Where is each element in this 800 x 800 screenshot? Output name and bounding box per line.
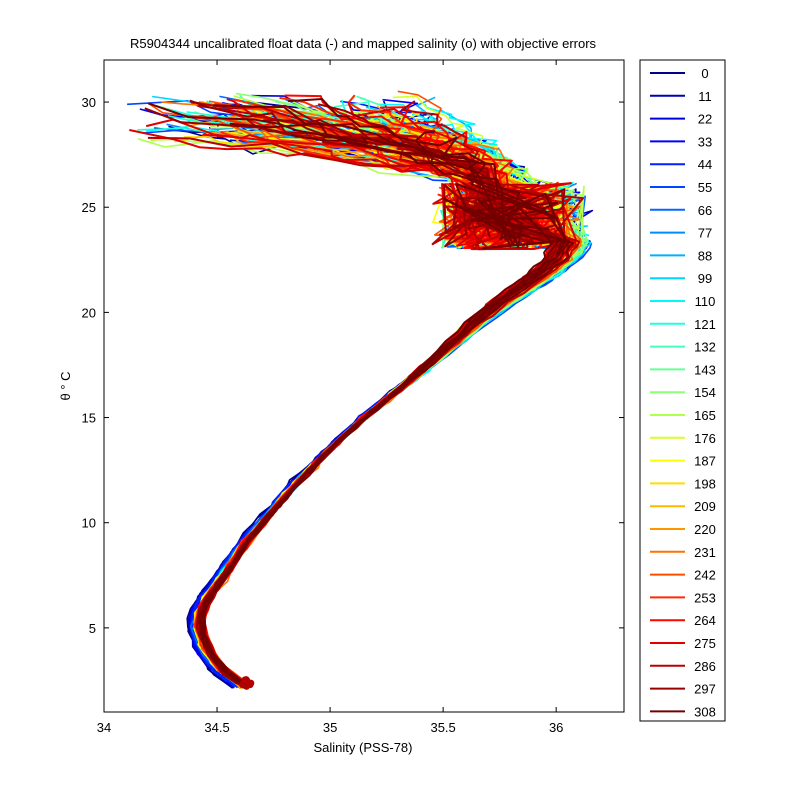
mapped-salinity-point bbox=[241, 679, 249, 687]
series-layer bbox=[127, 90, 594, 690]
y-tick-label: 30 bbox=[82, 95, 96, 110]
legend-label: 11 bbox=[698, 89, 712, 104]
x-tick-label: 35.5 bbox=[430, 720, 455, 735]
legend-label: 99 bbox=[698, 271, 712, 286]
y-tick-label: 20 bbox=[82, 305, 96, 320]
y-tick-label: 25 bbox=[82, 200, 96, 215]
legend-label: 132 bbox=[694, 340, 716, 355]
profile-line bbox=[198, 134, 567, 688]
legend-label: 44 bbox=[698, 157, 712, 172]
x-tick-label: 36 bbox=[549, 720, 563, 735]
mapped-salinity-markers bbox=[239, 676, 255, 690]
legend-label: 264 bbox=[694, 613, 716, 628]
legend-label: 154 bbox=[694, 385, 716, 400]
legend-label: 286 bbox=[694, 659, 716, 674]
y-axis-label: θ ° C bbox=[58, 371, 73, 400]
legend-label: 0 bbox=[701, 66, 708, 81]
legend-label: 187 bbox=[694, 454, 716, 469]
legend-label: 165 bbox=[694, 408, 716, 423]
x-axis: 34 34.5 35 35.5 36 bbox=[97, 60, 563, 735]
x-tick-label: 35 bbox=[323, 720, 337, 735]
chart-title: R5904344 uncalibrated float data (-) and… bbox=[130, 36, 597, 51]
legend-label: 308 bbox=[694, 704, 716, 719]
profile-line bbox=[147, 102, 575, 687]
legend: 0 11 22 33 44 55 66 77 88 99 110 121 132 143 154 165 176… bbox=[639, 59, 726, 722]
legend-label: 66 bbox=[698, 203, 712, 218]
legend-label: 22 bbox=[698, 112, 712, 127]
y-tick-label: 5 bbox=[89, 621, 96, 636]
legend-label: 33 bbox=[698, 134, 712, 149]
legend-label: 209 bbox=[694, 499, 716, 514]
legend-box bbox=[639, 59, 726, 722]
legend-label: 242 bbox=[694, 568, 716, 583]
legend-label: 275 bbox=[694, 636, 716, 651]
legend-label: 121 bbox=[694, 317, 716, 332]
legend-label: 198 bbox=[694, 476, 716, 491]
x-axis-label: Salinity (PSS-78) bbox=[314, 740, 413, 755]
legend-label: 77 bbox=[698, 226, 712, 241]
legend-label: 220 bbox=[694, 522, 716, 537]
legend-label: 110 bbox=[695, 294, 716, 309]
legend-label: 55 bbox=[698, 180, 712, 195]
legend-label: 253 bbox=[694, 590, 716, 605]
legend-label: 88 bbox=[698, 248, 712, 263]
legend-label: 297 bbox=[694, 682, 716, 697]
y-tick-label: 15 bbox=[82, 411, 96, 426]
legend-label: 176 bbox=[694, 431, 716, 446]
y-axis: 5 10 15 20 25 30 bbox=[82, 95, 624, 636]
x-tick-label: 34.5 bbox=[204, 720, 229, 735]
legend-label: 231 bbox=[694, 545, 716, 560]
legend-label: 143 bbox=[694, 362, 716, 377]
x-tick-label: 34 bbox=[97, 720, 111, 735]
plot-area bbox=[103, 59, 625, 713]
y-tick-label: 10 bbox=[82, 516, 96, 531]
